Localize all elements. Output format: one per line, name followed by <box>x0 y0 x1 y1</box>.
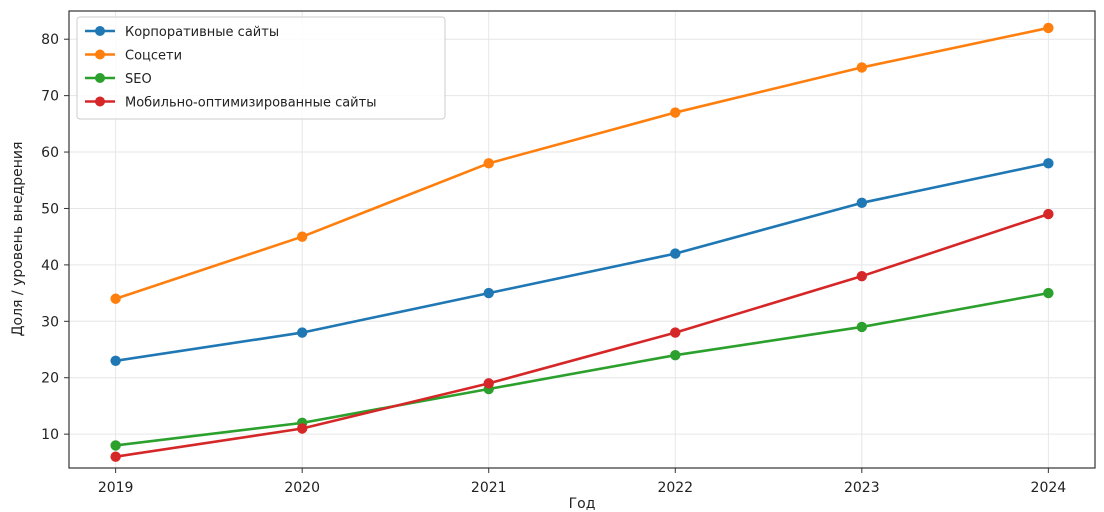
y-tick-label: 40 <box>41 258 59 274</box>
x-axis-ticks: 2019 2020 2021 2022 2023 2024 <box>98 468 1066 496</box>
data-point <box>296 327 308 338</box>
data-point <box>856 62 868 73</box>
x-axis-label: Год <box>569 496 596 512</box>
data-point <box>110 440 121 451</box>
y-tick-label: 20 <box>41 371 59 387</box>
series-line <box>115 291 1049 447</box>
data-point <box>1043 287 1054 299</box>
legend-label: Соцсети <box>125 49 182 64</box>
series-lines <box>110 22 1054 462</box>
legend-marker <box>95 96 105 107</box>
series-1 <box>110 158 1054 367</box>
data-point <box>670 248 681 259</box>
x-tick-label: 2023 <box>844 480 880 496</box>
legend-label: Мобильно-оптимизированные сайты <box>125 96 376 111</box>
series-line <box>115 162 1049 363</box>
legend-item: Мобильно-оптимизированные сайты <box>85 96 376 111</box>
plot-frame <box>68 10 1096 469</box>
data-point <box>483 378 494 389</box>
y-tick-label: 30 <box>41 314 59 330</box>
series-line <box>115 212 1049 459</box>
data-point <box>483 158 494 169</box>
y-axis-ticks: 10 20 30 40 50 60 70 80 <box>41 32 69 443</box>
legend-item: SEO <box>85 72 152 87</box>
legend-item: Корпоративные сайты <box>85 25 279 40</box>
y-axis-label: Доля / уровень внедрения <box>10 142 26 337</box>
x-tick-label: 2021 <box>471 480 507 496</box>
x-tick-label: 2024 <box>1031 480 1067 496</box>
data-point <box>110 451 121 462</box>
series-2 <box>110 22 1054 304</box>
y-tick-label: 10 <box>41 427 59 443</box>
legend-marker <box>95 73 105 83</box>
data-point <box>296 231 308 242</box>
data-point <box>856 270 868 282</box>
grid <box>69 11 1095 468</box>
legend-label: Корпоративные сайты <box>125 25 279 40</box>
y-tick-label: 70 <box>41 89 59 105</box>
series-3 <box>110 287 1054 451</box>
series-4 <box>110 208 1054 462</box>
y-tick-label: 60 <box>41 145 59 161</box>
legend-item: Соцсети <box>85 49 182 64</box>
data-point <box>1043 158 1054 169</box>
legend: Корпоративные сайты Соцсети SEO Мобильно-оп… <box>76 16 446 120</box>
data-point <box>1043 22 1054 34</box>
legend-box <box>76 16 446 120</box>
y-tick-label: 50 <box>41 201 59 217</box>
data-point <box>856 197 868 209</box>
x-tick-label: 2019 <box>98 480 134 496</box>
data-point <box>670 349 681 361</box>
legend-marker <box>95 49 105 60</box>
series-line <box>115 26 1049 300</box>
data-point <box>670 327 681 338</box>
data-point <box>110 293 121 304</box>
data-point <box>670 107 681 118</box>
data-point <box>296 423 308 434</box>
data-point <box>110 355 121 367</box>
x-tick-label: 2022 <box>657 480 693 496</box>
data-point <box>1043 208 1054 220</box>
legend-label: SEO <box>125 72 152 87</box>
x-tick-label: 2020 <box>284 480 320 496</box>
legend-marker <box>95 26 105 36</box>
data-point <box>483 287 494 299</box>
y-tick-label: 80 <box>41 32 59 48</box>
data-point <box>856 321 868 333</box>
